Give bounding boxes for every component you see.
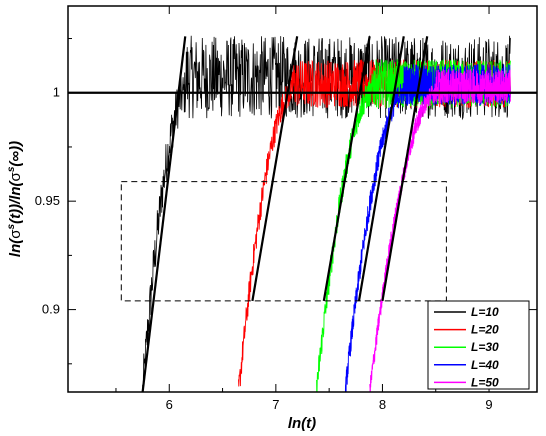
fit-line	[251, 36, 299, 302]
x-tick-label: 6	[166, 397, 173, 412]
x-tick-label: 9	[485, 397, 492, 412]
y-axis-title-superscript: s	[6, 166, 17, 172]
y-tick-label: 0.95	[35, 193, 60, 208]
fit-line	[381, 36, 429, 302]
legend: L=10 L=20 L=30 L=40 L=50	[427, 300, 530, 390]
plot-frame	[67, 5, 538, 393]
fit-line	[357, 36, 405, 302]
legend-label: L=20	[471, 323, 499, 337]
legend-label: L=50	[471, 375, 499, 389]
sigma-symbol: σ	[7, 229, 24, 239]
x-tick-label: 7	[272, 397, 279, 412]
axis-ticks: 6 7 8 9 0.9 0.95 1	[35, 6, 537, 412]
y-axis-title: ln(σs(t))/ln(σs(∞))	[6, 141, 24, 257]
legend-box	[427, 300, 530, 390]
fit-line	[141, 36, 187, 392]
x-tick-label: 8	[379, 397, 386, 412]
y-tick-label: 1	[53, 85, 60, 100]
fit-lines	[141, 36, 429, 392]
y-axis-title-part: (t))/ln(	[7, 179, 24, 223]
dashed-box	[120, 181, 447, 302]
x-axis-title: ln(t)	[288, 415, 316, 432]
y-tick-label: 0.9	[42, 302, 60, 317]
legend-label: L=10	[471, 305, 499, 319]
overlay-layer	[68, 91, 537, 302]
y-axis-title-part: ln(	[7, 237, 24, 257]
sigma-symbol: σ	[7, 171, 24, 181]
legend-label: L=40	[471, 358, 499, 372]
y-axis-title-part: (∞))	[7, 141, 24, 167]
y-axis-title-superscript: s	[6, 223, 17, 229]
legend-label: L=30	[471, 340, 499, 354]
fit-line	[322, 36, 371, 302]
